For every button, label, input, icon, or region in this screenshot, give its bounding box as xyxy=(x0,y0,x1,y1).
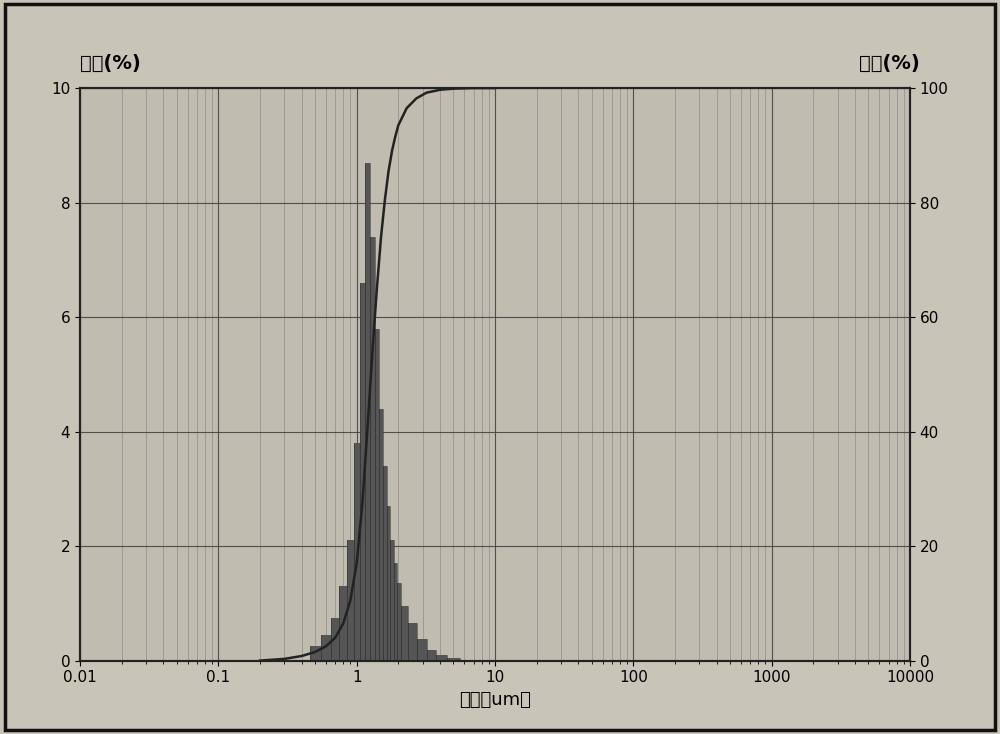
X-axis label: 粒径（um）: 粒径（um） xyxy=(459,691,531,709)
Text: 频率(%): 频率(%) xyxy=(80,54,141,73)
Text: 累计(%): 累计(%) xyxy=(859,54,920,73)
